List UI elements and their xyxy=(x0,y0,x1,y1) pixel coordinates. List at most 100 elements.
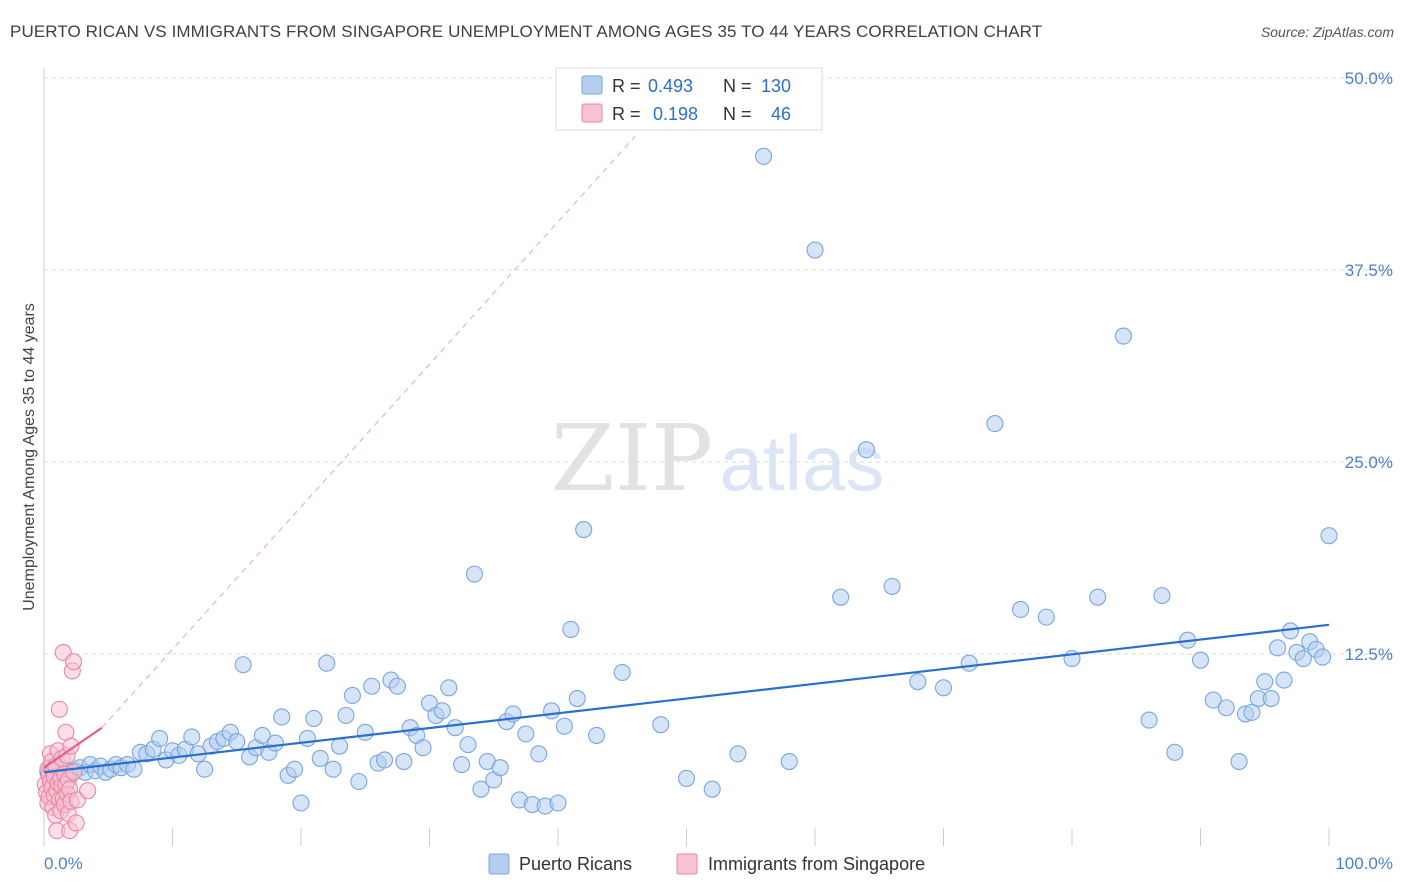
legend-r-label-pink: R = xyxy=(612,104,641,124)
puerto-ricans-point xyxy=(780,752,798,771)
puerto-ricans-point xyxy=(543,702,561,720)
y-tick-label: 12.5% xyxy=(1345,645,1393,664)
puerto-ricans-point xyxy=(1089,588,1107,606)
trend-line-singapore-extrapolated xyxy=(101,135,636,729)
puerto-ricans-point xyxy=(755,147,773,165)
puerto-ricans-point xyxy=(414,739,432,757)
legend-r-value-blue: 0.493 xyxy=(648,76,693,96)
trend-line-puerto-ricans xyxy=(43,623,1330,774)
puerto-ricans-point xyxy=(1191,651,1210,669)
puerto-ricans-point xyxy=(1294,650,1312,668)
y-tick-labels: 12.5% 25.0% 37.5% 50.0% xyxy=(1345,69,1393,664)
puerto-ricans-point xyxy=(1114,327,1132,345)
puerto-ricans-point xyxy=(1166,743,1184,761)
puerto-ricans-point xyxy=(286,760,304,778)
watermark-zip: ZIP xyxy=(551,405,713,512)
x-axis-ticks xyxy=(43,828,1330,846)
puerto-ricans-point xyxy=(350,772,368,791)
gridlines xyxy=(44,77,1393,655)
puerto-ricans-point xyxy=(677,769,696,787)
bottom-legend-swatch-pink xyxy=(676,853,698,875)
puerto-ricans-point xyxy=(196,760,214,778)
y-tick-label: 25.0% xyxy=(1345,453,1393,472)
puerto-ricans-point xyxy=(1314,648,1332,666)
puerto-ricans-point xyxy=(337,706,355,724)
puerto-ricans-point xyxy=(652,716,670,734)
puerto-ricans-point xyxy=(1275,671,1293,689)
bottom-legend-label-singapore: Immigrants from Singapore xyxy=(708,854,925,874)
singapore-point xyxy=(65,653,83,671)
puerto-ricans-point xyxy=(1012,600,1030,619)
puerto-ricans-point xyxy=(311,749,329,767)
puerto-ricans-point xyxy=(986,415,1004,433)
puerto-ricans-point xyxy=(253,726,272,744)
puerto-ricans-point xyxy=(703,780,721,798)
puerto-ricans-point xyxy=(183,728,201,746)
puerto-ricans-point xyxy=(298,729,316,748)
y-axis-title: Unemployment Among Ages 35 to 44 years xyxy=(21,303,38,611)
bottom-legend-label-puerto-ricans: Puerto Ricans xyxy=(519,854,632,874)
legend-n-label-pink: N = xyxy=(723,104,752,124)
puerto-ricans-point xyxy=(613,663,631,681)
x-tick-label-max: 100.0% xyxy=(1335,854,1393,873)
singapore-point xyxy=(79,782,97,800)
singapore-point xyxy=(67,814,85,832)
chart-title: PUERTO RICAN VS IMMIGRANTS FROM SINGAPOR… xyxy=(10,22,1043,41)
puerto-ricans-point xyxy=(568,689,586,708)
legend-swatch-blue xyxy=(581,75,603,95)
puerto-ricans-point xyxy=(234,656,252,674)
legend-n-value-blue: 130 xyxy=(761,76,791,96)
puerto-ricans-point xyxy=(465,565,484,583)
puerto-ricans-point xyxy=(292,794,310,812)
puerto-ricans-point xyxy=(1037,608,1055,626)
puerto-ricans-point xyxy=(575,521,593,539)
puerto-ricans-point xyxy=(273,708,291,726)
y-tick-label: 37.5% xyxy=(1345,261,1393,280)
puerto-ricans-point xyxy=(324,760,342,778)
source-label: Source: ZipAtlas.com xyxy=(1260,24,1394,40)
puerto-ricans-point xyxy=(228,733,246,751)
puerto-ricans-point xyxy=(151,729,169,748)
puerto-ricans-point xyxy=(459,736,477,754)
puerto-ricans-point xyxy=(832,588,850,606)
puerto-ricans-point xyxy=(440,679,458,697)
puerto-ricans-point xyxy=(549,794,567,812)
puerto-ricans-point xyxy=(857,441,875,459)
singapore-point xyxy=(62,737,80,755)
puerto-ricans-point xyxy=(395,752,413,771)
singapore-point xyxy=(50,700,68,718)
puerto-ricans-point xyxy=(729,745,747,763)
puerto-ricans-point xyxy=(318,654,336,672)
puerto-ricans-point xyxy=(363,677,381,695)
puerto-ricans-point xyxy=(934,679,953,697)
series-immigrants-from-singapore xyxy=(36,643,97,840)
puerto-ricans-point xyxy=(1243,703,1261,721)
bottom-legend: Puerto Ricans Immigrants from Singapore xyxy=(488,853,925,875)
puerto-ricans-point xyxy=(1140,711,1158,729)
puerto-ricans-point xyxy=(491,759,509,777)
puerto-ricans-point xyxy=(960,654,978,672)
puerto-ricans-point xyxy=(555,717,573,735)
puerto-ricans-point xyxy=(1204,691,1222,709)
puerto-ricans-point xyxy=(562,620,580,638)
y-tick-label: 50.0% xyxy=(1345,69,1393,88)
puerto-ricans-point xyxy=(909,673,927,691)
puerto-ricans-point xyxy=(453,756,471,774)
legend-r-label-blue: R = xyxy=(612,76,641,96)
puerto-ricans-point xyxy=(1262,689,1280,708)
puerto-ricans-point xyxy=(356,723,374,741)
puerto-ricans-point xyxy=(1153,587,1171,605)
trend-line-singapore xyxy=(43,726,103,769)
puerto-ricans-point xyxy=(375,751,394,769)
puerto-ricans-point xyxy=(433,702,451,720)
legend-n-label-blue: N = xyxy=(723,76,752,96)
puerto-ricans-point xyxy=(1269,639,1287,657)
x-tick-label-min: 0.0% xyxy=(44,854,83,873)
legend-n-value-pink: 46 xyxy=(771,104,791,124)
puerto-ricans-point xyxy=(1256,673,1274,691)
legend-swatch-pink xyxy=(581,103,603,123)
puerto-ricans-point xyxy=(1320,527,1338,545)
puerto-ricans-point xyxy=(587,726,606,744)
legend-r-value-pink: 0.198 xyxy=(653,104,698,124)
puerto-ricans-point xyxy=(388,677,406,695)
